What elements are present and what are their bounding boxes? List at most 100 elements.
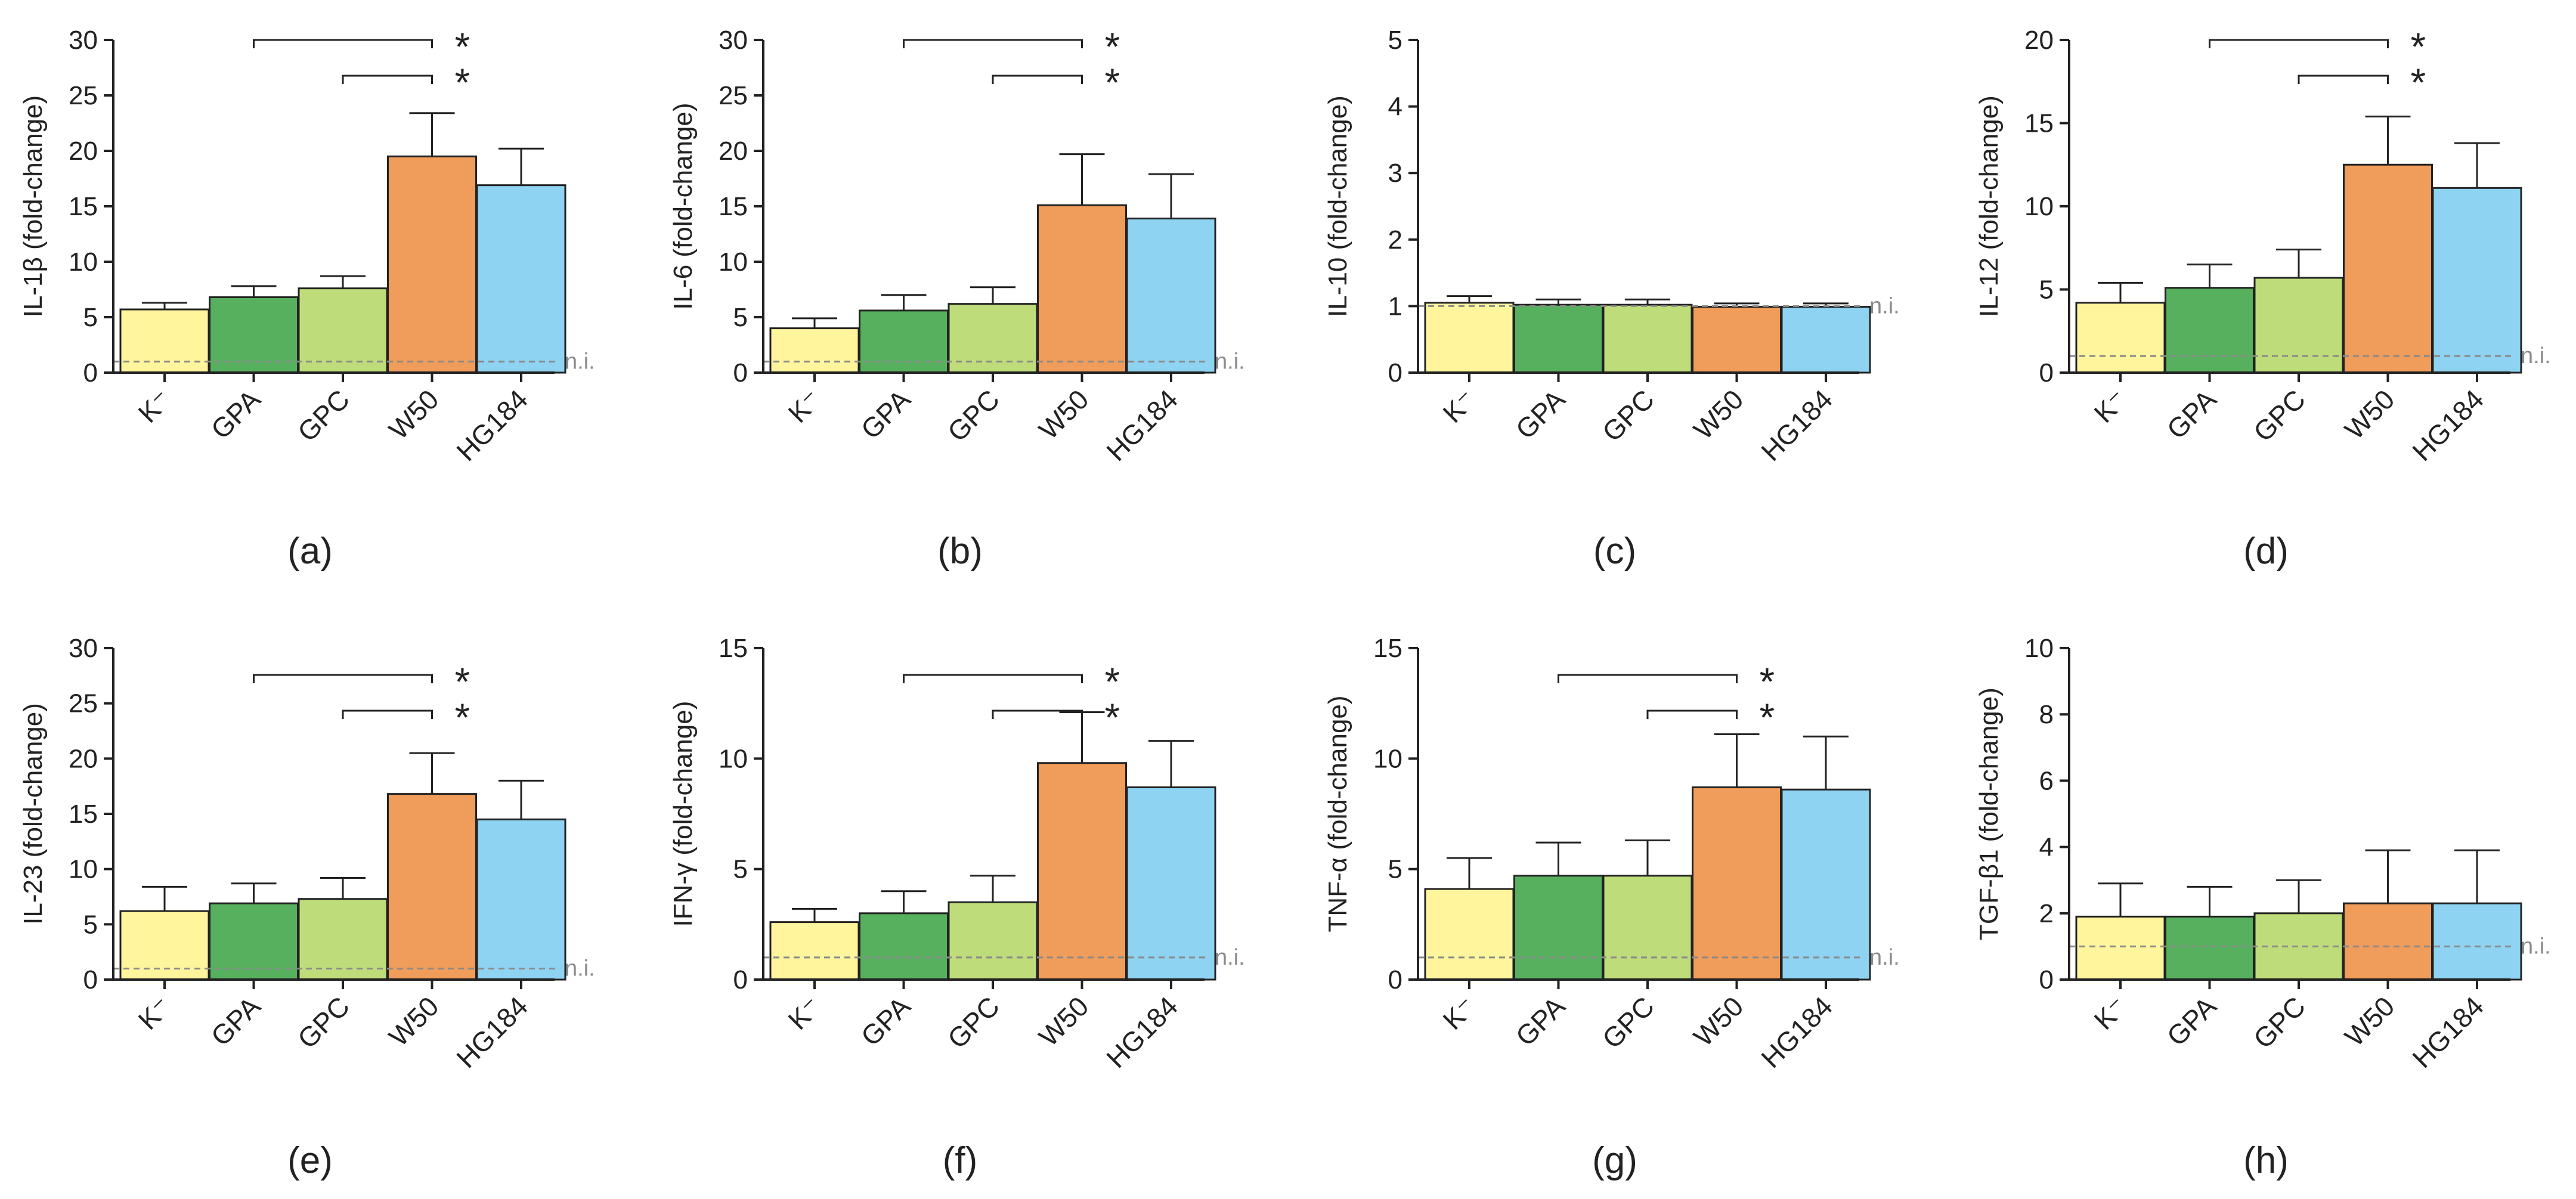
y-axis-title: TNF-α (fold-change) xyxy=(1323,695,1352,932)
y-tick-label: 0 xyxy=(83,965,98,994)
x-tick-label: GPC xyxy=(2247,990,2311,1054)
bar-hg184 xyxy=(1126,786,1216,981)
x-tick-label: GPA xyxy=(1510,990,1571,1052)
bar-gpa xyxy=(2165,915,2255,981)
y-tick-label: 0 xyxy=(1388,965,1402,994)
bar-gpa xyxy=(859,912,949,981)
chart-panel-a: n.i. 0 5 10 15 20 25 30 K⁻ GPA GPC W50 HG184 IL-1β (f… xyxy=(18,24,595,572)
significance-star: * xyxy=(1105,659,1120,704)
y-tick-label: 15 xyxy=(719,192,748,221)
y-tick-label: 20 xyxy=(719,137,748,166)
reference-label: n.i. xyxy=(565,349,595,374)
x-tick-label: GPA xyxy=(2161,383,2222,445)
reference-label: n.i. xyxy=(1869,945,1900,970)
x-tick-label: GPC xyxy=(2247,383,2311,447)
bar-gpc xyxy=(948,901,1038,981)
significance-star: * xyxy=(1105,24,1120,69)
x-tick-label: K⁻ xyxy=(132,990,177,1036)
bar-gpa xyxy=(2165,287,2255,374)
y-tick-label: 10 xyxy=(2024,192,2054,221)
x-tick-label: K⁻ xyxy=(2088,383,2133,429)
bar-k xyxy=(1424,302,1515,374)
y-tick-label: 10 xyxy=(719,247,748,277)
bar-w50 xyxy=(387,155,477,374)
y-tick-label: 2 xyxy=(1388,225,1402,255)
bar-hg184 xyxy=(2432,187,2522,374)
x-tick-label: GPC xyxy=(942,990,1005,1054)
y-axis-title: IL-1β (fold-change) xyxy=(18,95,48,318)
bar-w50 xyxy=(1037,762,1127,981)
significance-star: * xyxy=(2411,60,2426,104)
significance-star: * xyxy=(2411,24,2426,69)
bar-k xyxy=(2075,915,2166,981)
panel-label: (e) xyxy=(287,1140,333,1181)
y-tick-label: 4 xyxy=(2039,833,2054,862)
y-axis-title: IFN-γ (fold-change) xyxy=(668,701,698,927)
y-tick-label: 25 xyxy=(69,689,98,718)
bar-gpc xyxy=(2253,912,2344,981)
bar-gpc xyxy=(948,303,1038,374)
bar-hg184 xyxy=(1781,306,1871,374)
bar-w50 xyxy=(1692,786,1782,981)
chart-panel-d: n.i. 0 5 10 15 20 K⁻ GPA GPC W50 HG184 IL-12 (fold-… xyxy=(1974,24,2551,572)
x-tick-label: W50 xyxy=(383,990,445,1052)
chart-panel-b: n.i. 0 5 10 15 20 25 30 K⁻ GPA GPC W50 HG184 IL-6 (fo… xyxy=(668,24,1245,572)
bar-gpa xyxy=(209,296,299,374)
significance-star: * xyxy=(455,24,470,69)
significance-bracket xyxy=(2209,39,2389,48)
significance-bracket xyxy=(2298,75,2389,84)
bar-gpc xyxy=(298,287,388,374)
y-axis-title: IL-12 (fold-change) xyxy=(1974,95,2004,317)
x-tick-label: K⁻ xyxy=(1436,990,1482,1036)
x-tick-label: GPC xyxy=(942,383,1005,447)
bar-gpc xyxy=(298,898,388,981)
significance-bracket xyxy=(342,75,433,84)
x-tick-label: K⁻ xyxy=(2088,990,2133,1036)
y-tick-label: 25 xyxy=(69,81,98,110)
significance-star: * xyxy=(455,659,470,704)
y-tick-label: 8 xyxy=(2039,700,2054,729)
bar-gpa xyxy=(1513,303,1603,374)
x-tick-label: HG184 xyxy=(1755,383,1838,467)
panel-label: (f) xyxy=(943,1140,978,1181)
bar-hg184 xyxy=(476,818,566,981)
significance-star: * xyxy=(1760,695,1775,739)
y-tick-label: 30 xyxy=(69,26,98,55)
x-tick-label: HG184 xyxy=(1755,990,1838,1074)
y-axis-title: IL-23 (fold-change) xyxy=(18,703,48,925)
bar-gpa xyxy=(209,902,299,981)
chart-panel-h: n.i. 0 2 4 6 8 10 K⁻ GPA GPC W50 HG184 TGF-β1 (fold-… xyxy=(1974,634,2551,1181)
x-tick-label: K⁻ xyxy=(782,383,827,429)
x-tick-label: W50 xyxy=(2339,990,2401,1052)
y-tick-label: 5 xyxy=(83,303,98,332)
y-tick-label: 5 xyxy=(1388,855,1402,884)
y-axis-title: IL-6 (fold-change) xyxy=(668,103,698,309)
y-axis-title: TGF-β1 (fold-change) xyxy=(1974,687,2004,940)
y-tick-label: 15 xyxy=(719,634,748,663)
y-tick-label: 30 xyxy=(69,634,98,663)
x-tick-label: HG184 xyxy=(2406,990,2490,1074)
significance-star: * xyxy=(455,60,470,104)
y-tick-label: 15 xyxy=(2024,109,2054,138)
y-tick-label: 20 xyxy=(2024,26,2054,55)
x-tick-label: K⁻ xyxy=(782,990,827,1036)
x-tick-label: HG184 xyxy=(450,990,534,1074)
x-tick-label: HG184 xyxy=(1100,990,1184,1074)
x-tick-label: HG184 xyxy=(1100,383,1184,467)
y-tick-label: 5 xyxy=(83,910,98,939)
bar-w50 xyxy=(1692,306,1782,374)
bar-gpa xyxy=(859,309,949,374)
y-tick-label: 25 xyxy=(719,81,748,110)
y-tick-label: 5 xyxy=(1388,26,1402,55)
y-tick-label: 0 xyxy=(733,965,748,994)
x-tick-label: GPA xyxy=(2161,990,2222,1052)
bar-gpc xyxy=(1602,875,1693,981)
y-tick-label: 5 xyxy=(733,855,748,884)
x-tick-label: W50 xyxy=(1033,990,1095,1052)
x-tick-label: W50 xyxy=(383,383,445,445)
y-tick-label: 20 xyxy=(69,744,98,773)
bar-hg184 xyxy=(2432,902,2522,981)
significance-bracket xyxy=(992,710,1083,719)
x-tick-label: GPC xyxy=(1596,990,1660,1054)
reference-label: n.i. xyxy=(1215,945,1245,970)
